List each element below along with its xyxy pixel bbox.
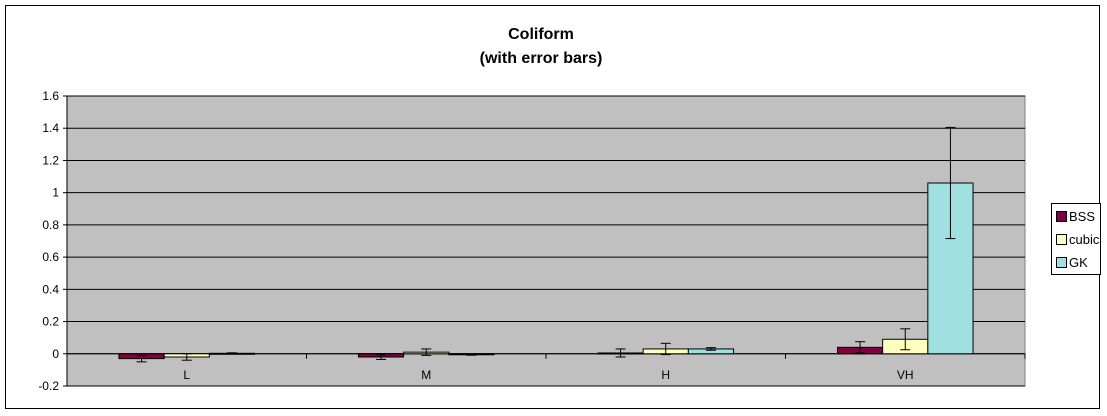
y-tick-label: 1.4 bbox=[42, 121, 59, 135]
y-tick-label: 1 bbox=[52, 186, 59, 200]
legend-item-cubic: cubic bbox=[1056, 231, 1100, 247]
legend-swatch-bss bbox=[1056, 210, 1067, 222]
legend-item-bss: BSS bbox=[1056, 208, 1096, 224]
x-tick-label: VH bbox=[897, 368, 914, 382]
y-tick-label: 0.4 bbox=[42, 282, 59, 296]
y-tick-label: 0 bbox=[52, 347, 59, 361]
y-tick-label: 1.2 bbox=[42, 153, 59, 167]
y-tick-label: 0.2 bbox=[42, 315, 59, 329]
legend: BSS cubic GK bbox=[1051, 203, 1101, 275]
y-tick-label: -0.2 bbox=[38, 379, 59, 393]
y-tick-label: 0.6 bbox=[42, 250, 59, 264]
y-tick-label: 1.6 bbox=[42, 89, 59, 103]
legend-label-cubic: cubic bbox=[1069, 231, 1100, 247]
legend-swatch-cubic bbox=[1056, 233, 1067, 245]
x-tick-label: H bbox=[661, 368, 670, 382]
legend-swatch-gk bbox=[1056, 256, 1067, 268]
chart-subtitle: (with error bars) bbox=[480, 50, 603, 67]
plot-area bbox=[66, 95, 1026, 387]
y-tick-label: 0.8 bbox=[42, 218, 59, 232]
chart-frame: Coliform (with error bars) -0.2 0 0.2 0.4 0.6 0… bbox=[5, 5, 1101, 409]
x-tick-label: M bbox=[421, 368, 431, 382]
legend-label-bss: BSS bbox=[1069, 208, 1096, 224]
legend-item-gk: GK bbox=[1056, 254, 1088, 270]
chart-title: Coliform bbox=[508, 26, 574, 43]
legend-label-gk: GK bbox=[1069, 254, 1088, 270]
x-tick-label: L bbox=[183, 368, 190, 382]
bar-chart: Coliform (with error bars) -0.2 0 0.2 0.4 0.6 0… bbox=[38, 26, 1026, 393]
